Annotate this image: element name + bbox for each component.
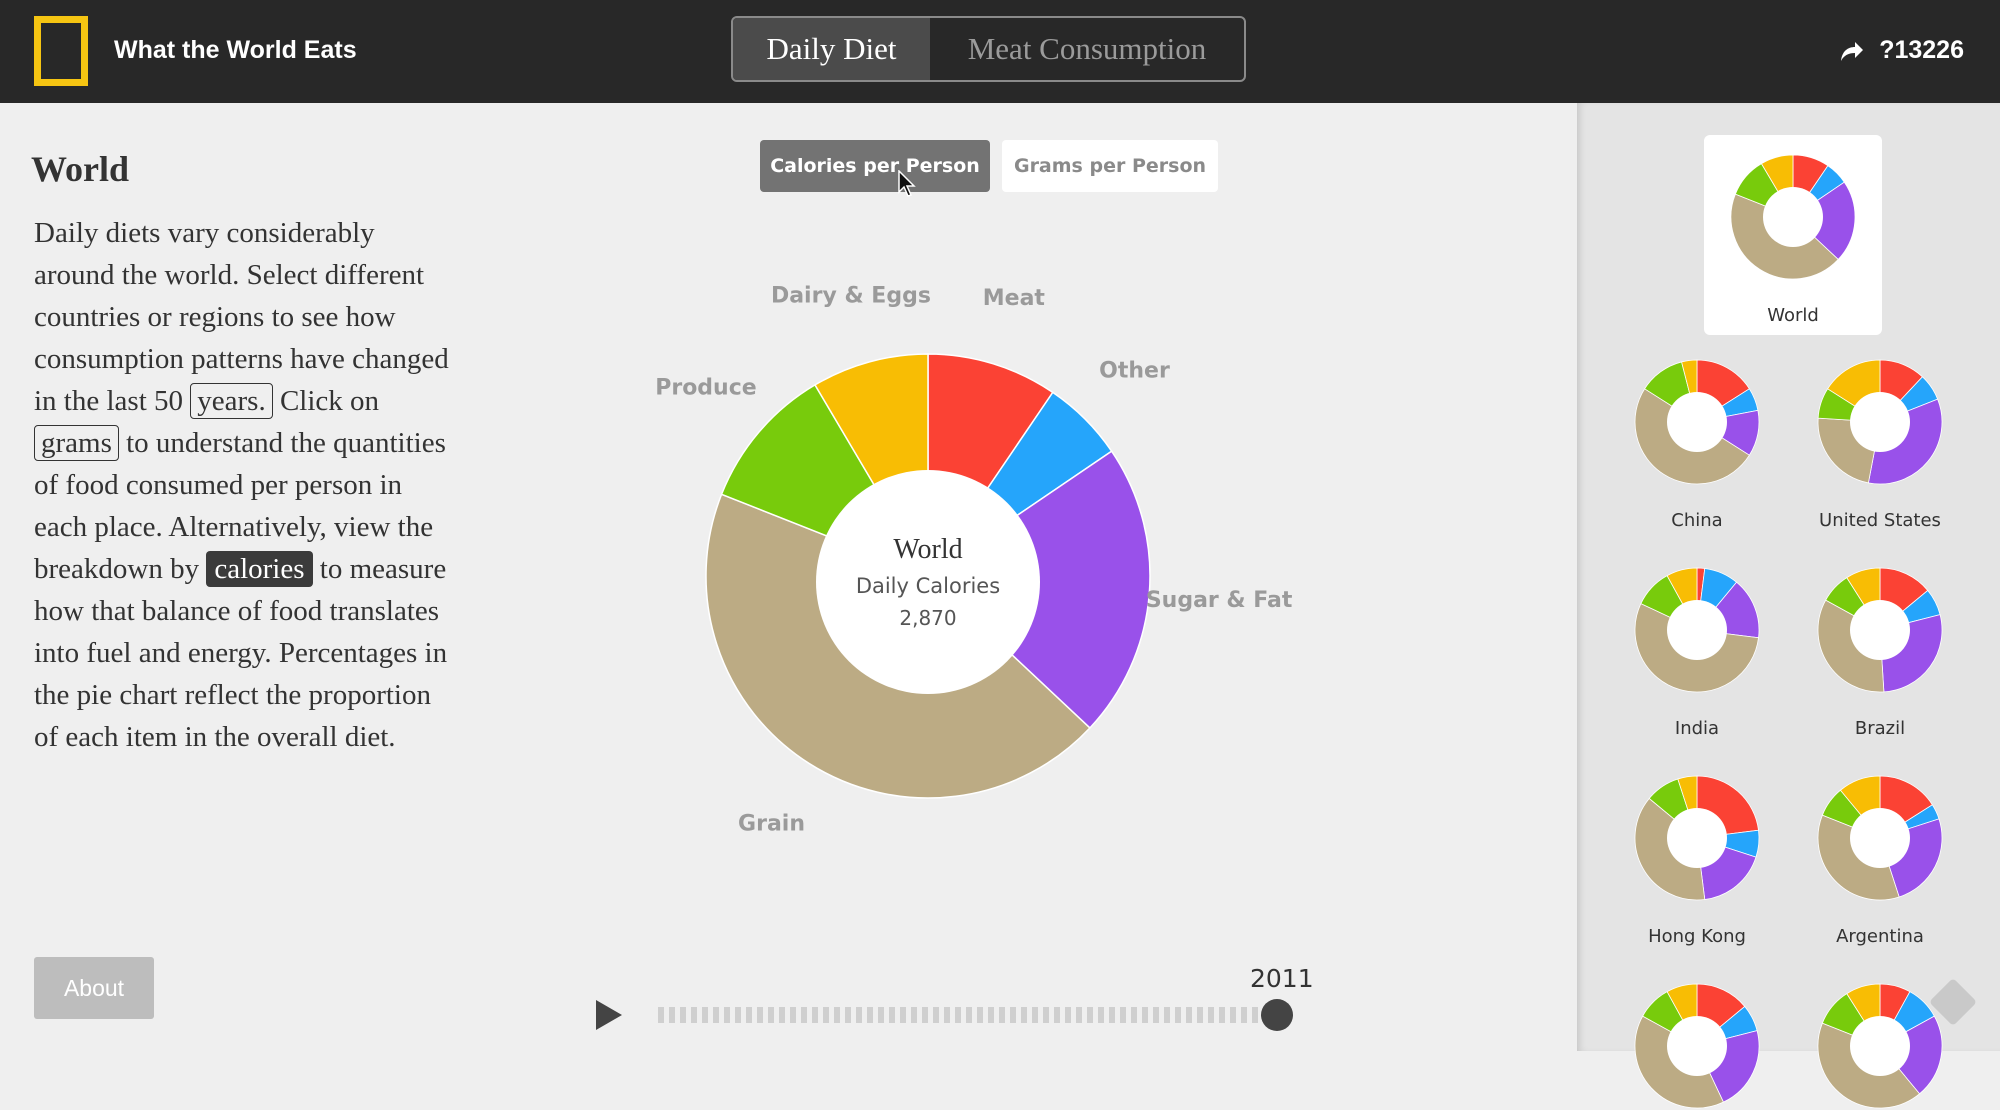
timeline-year: 2011	[1250, 964, 1314, 993]
tab-meat-consumption[interactable]: Meat Consumption	[967, 31, 1207, 66]
thumbnail-label[interactable]: China	[1671, 510, 1723, 531]
description: Daily diets vary considerably around the…	[34, 212, 454, 758]
thumbnail-label[interactable]: Argentina	[1836, 926, 1924, 947]
cursor-icon	[898, 170, 916, 197]
top-bar: What the World Eats Daily Diet Meat Cons…	[0, 0, 2000, 103]
label-other: Other	[1099, 359, 1170, 384]
thumbnail-hole	[1763, 187, 1823, 247]
label-produce: Produce	[655, 375, 756, 400]
thumbnail-chart-argentina[interactable]	[1816, 774, 1944, 902]
thumbnail-chart-united-states[interactable]	[1816, 358, 1944, 486]
thumbnail-hole	[1667, 1016, 1727, 1076]
app-title: What the World Eats	[114, 36, 357, 64]
thumbnail-chart-item-7[interactable]	[1633, 982, 1761, 1110]
description-text: to understand the quantities of food con…	[34, 427, 446, 585]
years-keyword: years.	[190, 383, 273, 419]
play-icon[interactable]	[596, 1000, 622, 1030]
grams-per-person-button[interactable]: Grams per Person	[1002, 140, 1218, 192]
thumbnail-slice	[1792, 181, 1856, 261]
center-value: 2,870	[899, 606, 957, 630]
label-meat: Meat	[983, 286, 1046, 311]
grams-keyword: grams	[34, 425, 119, 461]
share-button[interactable]: ?13226	[1839, 36, 1964, 65]
share-count: ?13226	[1879, 36, 1964, 64]
thumbnail-chart-india[interactable]	[1633, 566, 1761, 694]
thumbnail-label[interactable]: United States	[1819, 510, 1941, 531]
label-grain: Grain	[738, 812, 805, 837]
thumbnail-hole	[1850, 392, 1910, 452]
chart-center-label: World Daily Calories 2,870	[816, 470, 1040, 694]
thumbnail-chart-hong-kong[interactable]	[1633, 774, 1761, 902]
thumbnail-hole	[1667, 392, 1727, 452]
thumbnail-chart-brazil[interactable]	[1816, 566, 1944, 694]
thumbnail-chart-world[interactable]	[1729, 153, 1857, 281]
tab-daily-diet[interactable]: Daily Diet	[733, 18, 930, 80]
thumbnail-hole	[1850, 808, 1910, 868]
timeline-handle[interactable]	[1261, 999, 1293, 1031]
calories-per-person-button[interactable]: Calories per Person	[760, 140, 990, 192]
thumbnail-label[interactable]: Brazil	[1854, 718, 1906, 739]
thumbnail-hole	[1667, 808, 1727, 868]
view-switcher: Daily Diet Meat Consumption	[731, 16, 1246, 82]
thumbnail-hole	[1850, 600, 1910, 660]
center-region: World	[893, 534, 963, 565]
thumbnail-hole	[1667, 600, 1727, 660]
timeline-track[interactable]	[658, 1007, 1268, 1023]
national-geographic-logo[interactable]	[34, 16, 88, 86]
calories-keyword: calories	[206, 551, 313, 587]
description-text: Click on	[279, 385, 380, 417]
thumbnail-label[interactable]: India	[1674, 718, 1720, 739]
share-arrow-icon	[1841, 41, 1864, 61]
center-metric: Daily Calories	[855, 574, 1001, 598]
label-dairy-and-eggs: Dairy & Eggs	[771, 283, 931, 308]
description-text: to measure how that balance of food tran…	[34, 553, 448, 753]
label-sugar-and-fat: Sugar & Fat	[1146, 588, 1293, 613]
about-button[interactable]: About	[34, 957, 154, 1019]
region-title: World	[31, 149, 130, 189]
thumbnail-chart-item-8[interactable]	[1816, 982, 1944, 1110]
thumbnail-label[interactable]: World	[1767, 305, 1819, 326]
thumbnail-label[interactable]: Hong Kong	[1648, 926, 1746, 947]
thumbnail-hole	[1850, 1016, 1910, 1076]
thumbnail-chart-china[interactable]	[1633, 358, 1761, 486]
description-text: Daily diets vary considerably around the…	[34, 217, 449, 417]
